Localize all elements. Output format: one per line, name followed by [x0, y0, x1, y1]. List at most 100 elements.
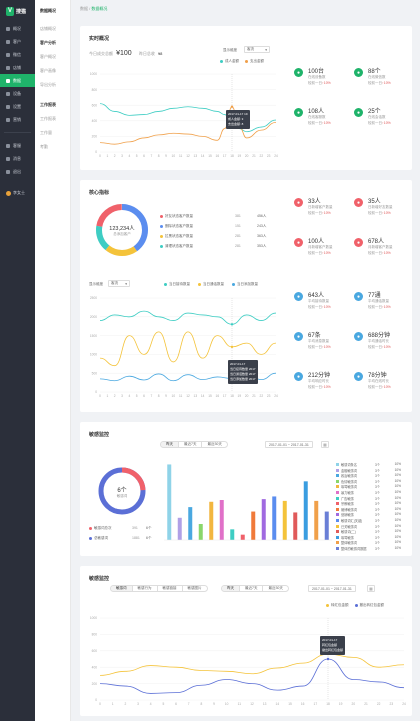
y-tick-label: 2000 [90, 315, 97, 319]
sensitive-trend-tooltip: 2017-01-17 转红包金额 撤出转红包金额 [320, 636, 346, 655]
clock-icon: ● [294, 372, 303, 381]
bar [198, 524, 203, 540]
tab-7days[interactable]: 最近7天 [240, 586, 264, 591]
x-tick-label: 15 [288, 702, 292, 706]
x-tick-label: 0 [99, 154, 101, 158]
sidebar-item-device[interactable]: 设备 [0, 87, 35, 100]
dimension-select[interactable]: 客流 ▾ [244, 46, 270, 53]
x-tick-label: 21 [252, 154, 256, 158]
y-tick-label: 600 [92, 103, 98, 107]
stat-delta: ↑10% [382, 385, 391, 389]
subnav-item[interactable]: 工作报表 [40, 116, 56, 121]
stat-value: 100人 [308, 239, 325, 245]
legend-swatch [160, 214, 163, 218]
legend-swatch [336, 530, 339, 534]
x-tick-label: 0 [99, 702, 101, 706]
sidebar-item-megaphone[interactable]: 营销 [0, 113, 35, 126]
sidebar-item-user[interactable]: 客户 [0, 35, 35, 48]
legend-swatch [164, 283, 167, 286]
device-icon: ● [294, 68, 303, 77]
legend-swatch [336, 524, 339, 528]
y-tick-label: 1000 [90, 353, 97, 357]
y-tick-label: 1500 [90, 334, 97, 338]
calendar-icon[interactable]: ▦ [367, 585, 375, 592]
tab-30days[interactable]: 最近30天 [207, 442, 222, 446]
stat-delta: ↑10% [322, 305, 331, 309]
x-tick-label: 2 [114, 394, 116, 398]
bar [314, 500, 319, 540]
sensitive-list-item: 广告敏感 3个 10% [336, 496, 406, 501]
tab-sensitive-image[interactable]: 敏感图片 [187, 586, 202, 590]
x-tick-label: 6 [143, 154, 145, 158]
subnav-item[interactable]: 店铺概况 [40, 26, 56, 31]
stat-tile: ● 108人 在线客服数 较前一日↑10% [294, 106, 354, 132]
sidebar-item-chart[interactable]: 数据 [0, 74, 35, 87]
tab-30days[interactable]: 最近30天 [268, 586, 283, 590]
x-tick-label: 19 [339, 702, 343, 706]
legend-swatch [336, 547, 339, 550]
tab-sensitive-word[interactable]: 敏感词 [111, 586, 133, 591]
legend-swatch [354, 604, 358, 607]
calendar-icon[interactable]: ▦ [321, 441, 329, 448]
legend-swatch [89, 526, 92, 530]
sensitive-list-item: 色情敏感词 3个 10% [336, 479, 406, 484]
stat-value: 67条 [308, 333, 321, 339]
sidebar-item-logout[interactable]: 退出 [0, 165, 35, 178]
subnav-item[interactable]: 导出分析 [40, 82, 56, 87]
sidebar-item-store[interactable]: 店铺 [0, 61, 35, 74]
tab-yesterday[interactable]: 昨天 [222, 586, 240, 591]
legend-swatch [232, 283, 235, 286]
sidebar-item-gear[interactable]: 设置 [0, 100, 35, 113]
sidebar-item-wechat[interactable]: 微信 [0, 48, 35, 61]
x-tick-label: 18 [230, 394, 234, 398]
donut-label: 总添加客户 [113, 232, 131, 236]
stat-delta: ↑10% [322, 251, 331, 255]
subnav-item[interactable]: 客户概况 [40, 54, 56, 59]
subnav-item[interactable]: 客户分析 [40, 40, 56, 45]
sensitive-list-item: 暴力敏感 3个 10% [336, 490, 406, 495]
bar [261, 499, 266, 540]
x-tick-label: 4 [128, 394, 130, 398]
stat-tile: ● 77通 平均通话数量 较前一日↑10% [354, 290, 414, 316]
sensitive-date-range[interactable]: 2017-01-01 ~ 2017-01-31 [265, 441, 313, 448]
sensitive-list-item: 敏感词汇(关键) 3个 10% [336, 518, 406, 523]
series-point [326, 657, 330, 661]
donut-value: 123,234人 [109, 226, 135, 232]
logo-mark: V [6, 6, 14, 16]
logo[interactable]: V 搜猫 [0, 0, 35, 22]
user-menu[interactable]: 李女士 [6, 190, 25, 196]
tab-yesterday[interactable]: 昨天 [161, 442, 179, 447]
tab-7days[interactable]: 最近7天 [179, 442, 203, 447]
sensitive-donut-value: 6个 [117, 488, 127, 494]
x-tick-label: 20 [352, 702, 356, 706]
x-tick-label: 24 [274, 394, 278, 398]
breadcrumb-root[interactable]: 数据 [80, 6, 88, 11]
x-tick-label: 21 [252, 394, 256, 398]
x-tick-label: 2 [124, 702, 126, 706]
legend-swatch [336, 513, 339, 517]
subnav-item[interactable]: 考勤 [40, 144, 48, 149]
sensitive-list-item: 金融敏感词 3个 10% [336, 468, 406, 473]
x-tick-label: 13 [194, 154, 198, 158]
today-amount: ¥100 [116, 50, 132, 57]
subnav-item[interactable]: 工作量 [40, 130, 52, 135]
series-line [99, 310, 277, 325]
legend-swatch [336, 519, 339, 522]
series-line [99, 653, 405, 676]
sidebar-item-headset[interactable]: 客服 [0, 139, 35, 152]
x-tick-label: 6 [143, 394, 145, 398]
core-dimension-select[interactable]: 客流 ▾ [108, 280, 130, 287]
sensitive-trend-date-range[interactable]: 2017-01-01 ~ 2017-01-31 [308, 585, 356, 592]
stat-change: 较前一日↑10% [368, 345, 391, 349]
tab-sensitive-behavior[interactable]: 敏感行为 [133, 586, 158, 591]
sidebar-item-home[interactable]: 概况 [0, 22, 35, 35]
user-icon: ● [354, 332, 363, 341]
sidebar-item-message[interactable]: 消息 [0, 152, 35, 165]
bar [188, 507, 193, 540]
subnav-item[interactable]: 客户画像 [40, 68, 56, 73]
sensitive-range-tabs: 昨天 最近7天 最近30天 [160, 441, 228, 448]
stat-value: 212分钟 [308, 373, 331, 379]
x-tick-label: 9 [213, 702, 215, 706]
core-legend-row: 好友状态客户数量 381 456人 [160, 214, 266, 219]
tab-sensitive-link[interactable]: 敏感链接 [158, 586, 183, 591]
